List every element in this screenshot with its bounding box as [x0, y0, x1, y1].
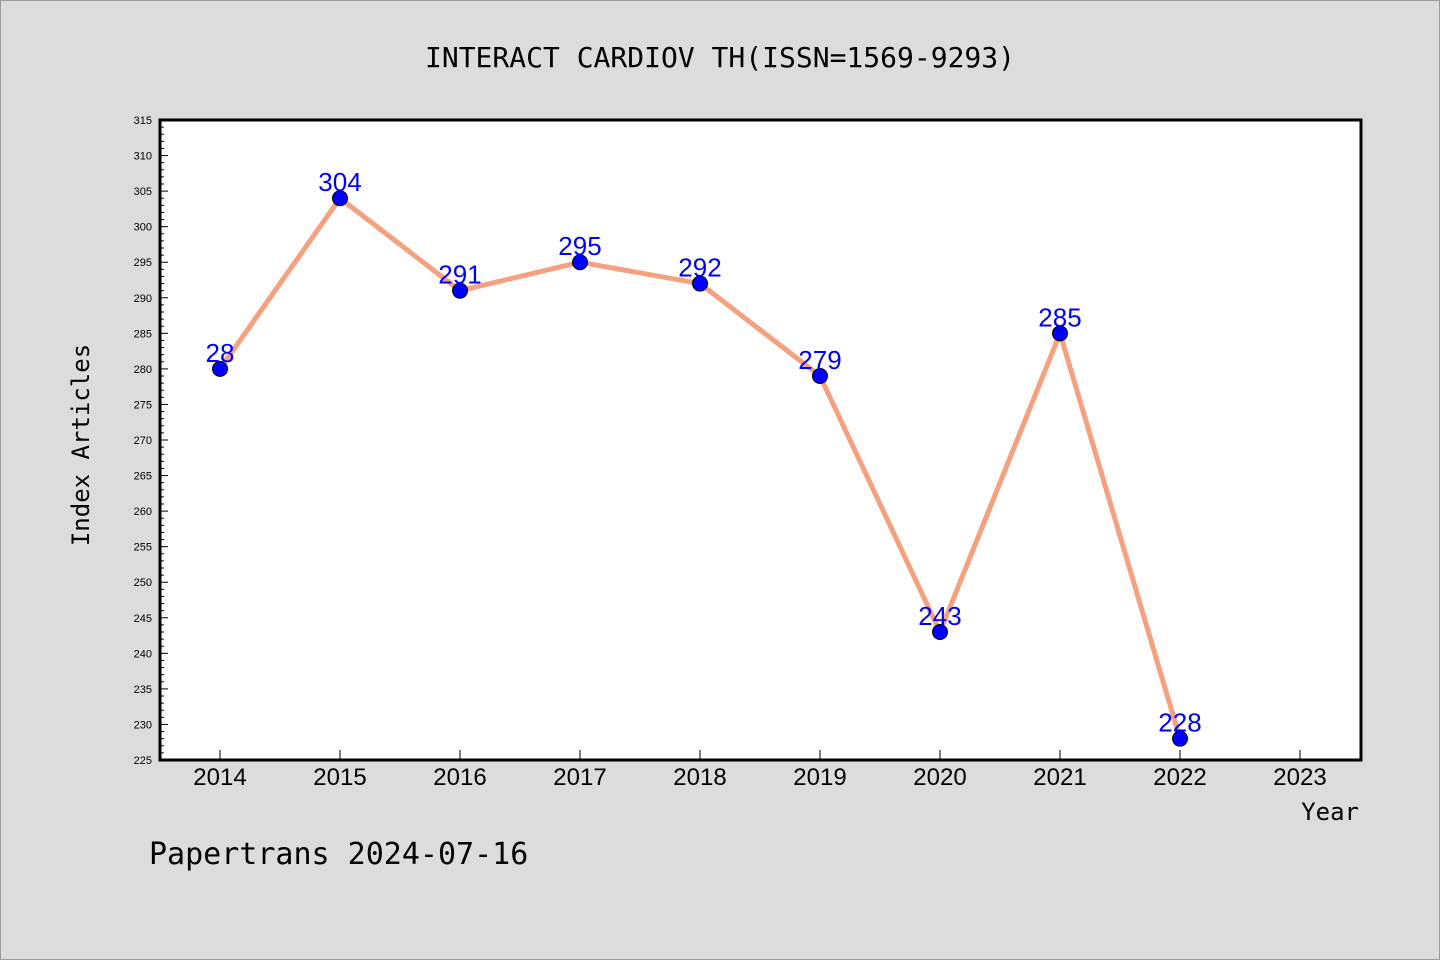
y-axis-tick-labels: 225 230 235 240 245 250 255 260 265 270 275 280 285 2…	[134, 115, 152, 767]
y-axis-ticks	[160, 119, 168, 761]
data-label: 295	[558, 231, 601, 261]
x-tick-label: 2018	[673, 764, 726, 791]
data-markers	[212, 190, 1188, 747]
data-label: 291	[438, 260, 481, 290]
data-point	[452, 282, 468, 299]
data-point	[212, 360, 228, 377]
x-tick-label: 2022	[1153, 764, 1206, 791]
y-tick-label: 255	[134, 542, 152, 554]
y-tick-label: 270	[134, 435, 152, 447]
chart-title: INTERACT CARDIOV TH(ISSN=1569-9293)	[425, 41, 1015, 74]
y-tick-label: 250	[134, 577, 152, 589]
x-tick-label: 2021	[1033, 764, 1086, 791]
x-axis-title: Year	[1301, 798, 1359, 826]
x-tick-label: 2020	[913, 764, 966, 791]
data-point	[692, 275, 708, 292]
y-tick-label: 315	[134, 115, 152, 127]
y-tick-label: 230	[134, 719, 152, 731]
plot-area	[158, 118, 1363, 762]
data-label: 304	[318, 167, 361, 197]
data-label: 292	[678, 253, 721, 283]
data-point	[932, 624, 948, 640]
y-tick-label: 290	[134, 293, 152, 305]
data-point	[332, 190, 348, 207]
y-tick-label: 260	[134, 506, 152, 518]
y-tick-label: 240	[134, 648, 152, 660]
data-label: 285	[1038, 302, 1081, 332]
y-tick-label: 305	[134, 186, 152, 198]
data-labels: 28 304 291 295 292 279 243 285 228	[206, 167, 1202, 737]
data-point	[1172, 730, 1188, 747]
x-tick-label: 2014	[193, 764, 246, 791]
y-tick-label: 225	[134, 755, 152, 767]
y-tick-label: 265	[134, 471, 152, 483]
footer-date-stamp: Papertrans 2024-07-16	[149, 837, 528, 872]
data-point	[812, 368, 828, 384]
x-tick-label: 2015	[313, 764, 366, 791]
y-tick-label: 280	[134, 364, 152, 376]
y-tick-label: 295	[134, 257, 152, 269]
x-tick-label: 2017	[553, 764, 606, 791]
y-tick-label: 275	[134, 399, 152, 411]
x-tick-label: 2016	[433, 764, 486, 791]
data-label: 243	[918, 601, 961, 631]
data-label: 28	[206, 338, 235, 368]
x-tick-label: 2019	[793, 764, 846, 791]
y-tick-label: 285	[134, 328, 152, 340]
y-tick-label: 245	[134, 613, 152, 625]
x-axis-tick-labels: 2014 2015 2016 2017 2018 2019 2020 2021 2022 2023	[193, 764, 1326, 791]
y-axis-title: Index Articles	[67, 344, 95, 546]
x-axis-ticks	[219, 750, 1301, 760]
data-label: 228	[1158, 708, 1201, 738]
data-label: 279	[798, 345, 841, 375]
y-tick-label: 310	[134, 151, 152, 163]
y-tick-label: 300	[134, 222, 152, 234]
data-point	[1052, 325, 1068, 342]
data-point	[572, 254, 588, 271]
x-tick-label: 2023	[1273, 764, 1326, 791]
y-tick-label: 235	[134, 684, 152, 696]
